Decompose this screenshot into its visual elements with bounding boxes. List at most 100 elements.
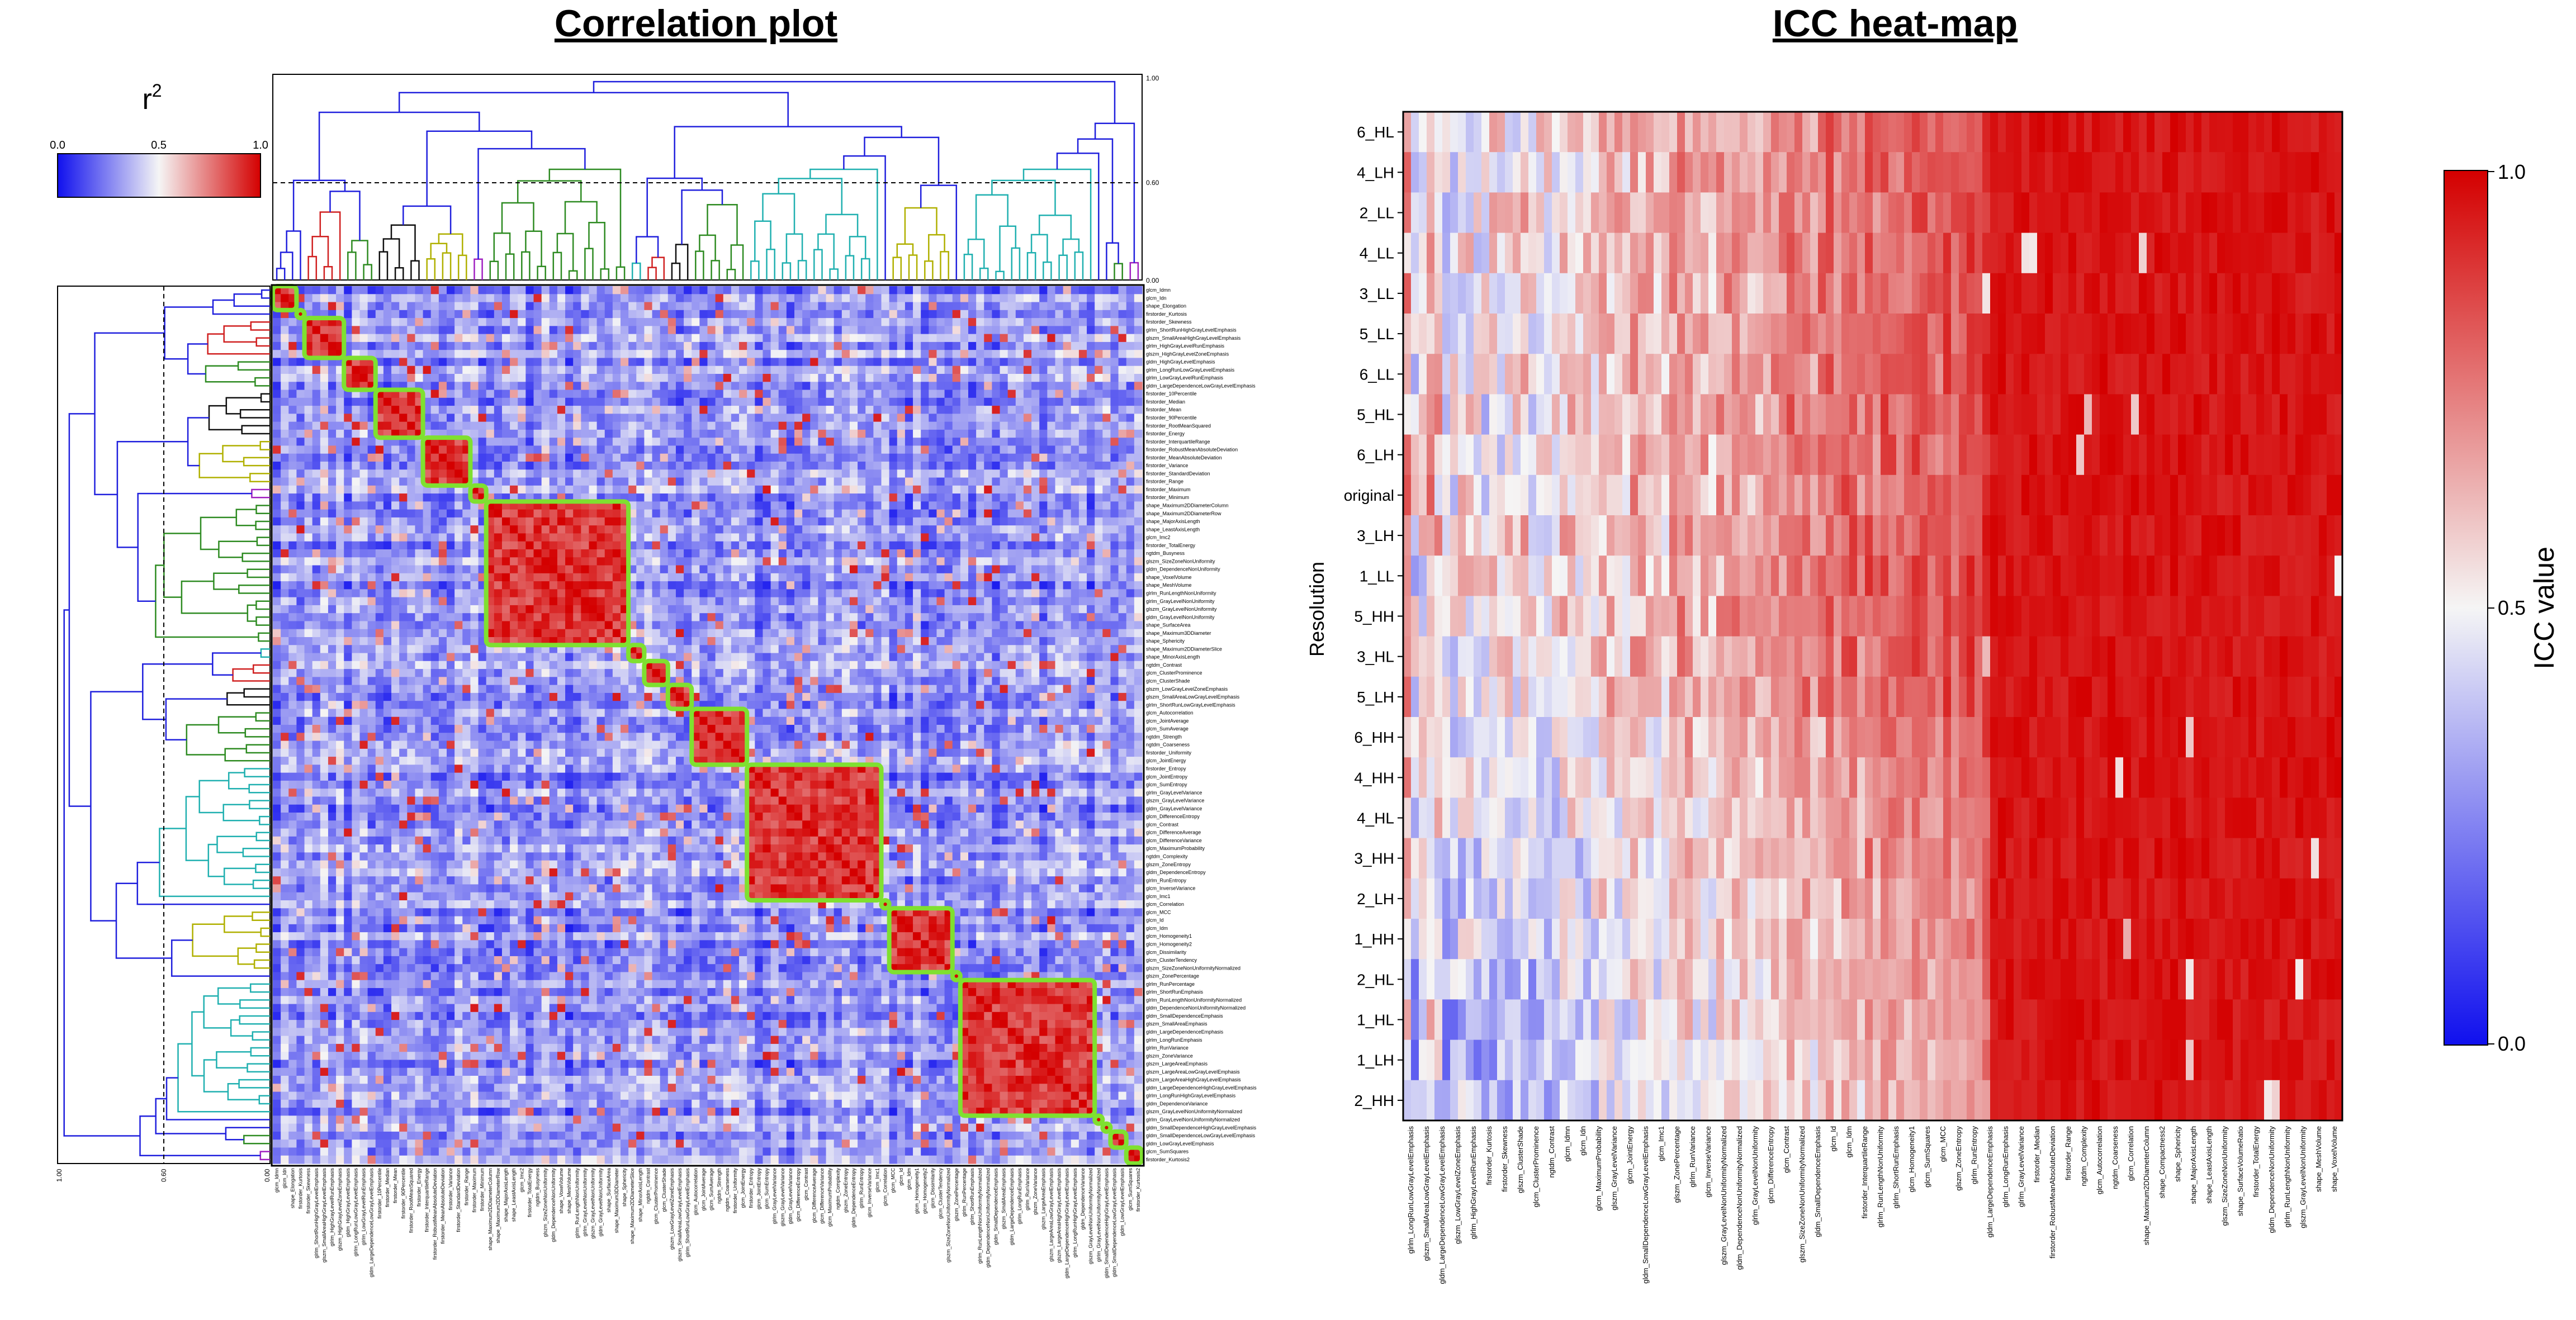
correlation-cell: [770, 469, 779, 478]
correlation-cell: [375, 445, 384, 454]
correlation-cell: [675, 573, 684, 582]
r2-tick-0: 0.0: [50, 139, 65, 151]
correlation-cell: [802, 493, 811, 502]
correlation-cell: [533, 326, 542, 335]
correlation-cell: [889, 613, 898, 622]
correlation-cell: [281, 557, 289, 566]
correlation-cell: [549, 565, 558, 574]
correlation-cell: [604, 445, 613, 454]
correlation-cell: [929, 493, 937, 502]
correlation-cell: [352, 421, 361, 430]
correlation-cell: [621, 365, 629, 374]
correlation-cell: [936, 421, 945, 430]
correlation-cell: [1023, 390, 1032, 398]
correlation-cell: [1134, 517, 1143, 526]
correlation-cell: [723, 318, 732, 326]
correlation-cell: [739, 462, 747, 470]
correlation-cell: [921, 469, 929, 478]
correlation-cell: [723, 541, 732, 550]
correlation-cell: [944, 414, 953, 422]
correlation-cell: [913, 501, 921, 510]
correlation-cell: [1134, 286, 1143, 295]
correlation-cell: [1102, 438, 1111, 447]
correlation-cell: [604, 549, 613, 558]
correlation-cell: [1055, 286, 1064, 295]
correlation-cell: [992, 286, 1001, 295]
correlation-cell: [1095, 406, 1103, 414]
correlation-cell: [628, 318, 637, 326]
correlation-cell: [518, 453, 526, 462]
correlation-cell: [501, 589, 510, 598]
correlation-cell: [960, 462, 969, 470]
correlation-cell: [660, 549, 669, 558]
correlation-cell: [897, 397, 906, 406]
correlation-cell: [288, 533, 297, 542]
correlation-cell: [992, 509, 1001, 518]
correlation-cell: [976, 453, 984, 462]
correlation-cell: [834, 533, 842, 542]
correlation-cell: [1102, 421, 1111, 430]
correlation-cell: [992, 341, 1001, 350]
correlation-cell: [312, 509, 321, 518]
correlation-cell: [430, 581, 439, 590]
correlation-cell: [320, 341, 329, 350]
correlation-cell: [865, 326, 874, 335]
correlation-cell: [1031, 382, 1040, 391]
correlation-cell: [992, 533, 1001, 542]
correlation-cell: [525, 485, 534, 494]
correlation-cell: [858, 541, 866, 550]
correlation-cell: [1071, 549, 1079, 558]
correlation-cell: [1000, 445, 1008, 454]
correlation-cell: [486, 438, 495, 447]
correlation-cell: [834, 462, 842, 470]
correlation-cell: [897, 573, 906, 582]
correlation-cell: [976, 341, 984, 350]
correlation-cell: [391, 541, 400, 550]
dendrogram-link: [864, 136, 940, 186]
correlation-cell: [723, 533, 732, 542]
correlation-cell: [858, 453, 866, 462]
correlation-cell: [699, 406, 708, 414]
correlation-cell: [952, 509, 961, 518]
correlation-cell: [1110, 605, 1119, 614]
correlation-cell: [447, 341, 455, 350]
correlation-cell: [1063, 462, 1072, 470]
correlation-cell: [723, 501, 732, 510]
correlation-cell: [976, 326, 984, 335]
correlation-cell: [794, 501, 803, 510]
correlation-cell: [652, 350, 661, 359]
correlation-cell: [1126, 485, 1135, 494]
correlation-cell: [913, 302, 921, 311]
correlation-cell: [692, 341, 700, 350]
correlation-cell: [518, 397, 526, 406]
correlation-cell: [675, 310, 684, 319]
correlation-cell: [841, 469, 850, 478]
correlation-cell: [518, 621, 526, 630]
correlation-cell: [834, 358, 842, 367]
correlation-cell: [881, 302, 890, 311]
correlation-cell: [359, 509, 368, 518]
correlation-cell: [636, 549, 645, 558]
correlation-cell: [644, 509, 653, 518]
correlation-cell: [399, 397, 408, 406]
dendrogram-link: [920, 184, 958, 280]
correlation-cell: [952, 429, 961, 438]
correlation-cell: [715, 613, 724, 622]
correlation-cell: [423, 350, 432, 359]
correlation-cell: [430, 341, 439, 350]
correlation-cell: [549, 581, 558, 590]
dendrogram-link: [255, 337, 270, 347]
correlation-cell: [565, 286, 574, 295]
correlation-cell: [984, 397, 993, 406]
correlation-cell: [596, 318, 605, 326]
correlation-cell: [652, 517, 661, 526]
correlation-cell: [936, 493, 945, 502]
correlation-cell: [612, 533, 621, 542]
correlation-cell: [802, 605, 811, 614]
correlation-cell: [1055, 613, 1064, 622]
correlation-cell: [557, 438, 566, 447]
correlation-cell: [296, 358, 305, 367]
correlation-cell: [755, 318, 764, 326]
correlation-cell: [281, 549, 289, 558]
correlation-cell: [518, 477, 526, 486]
